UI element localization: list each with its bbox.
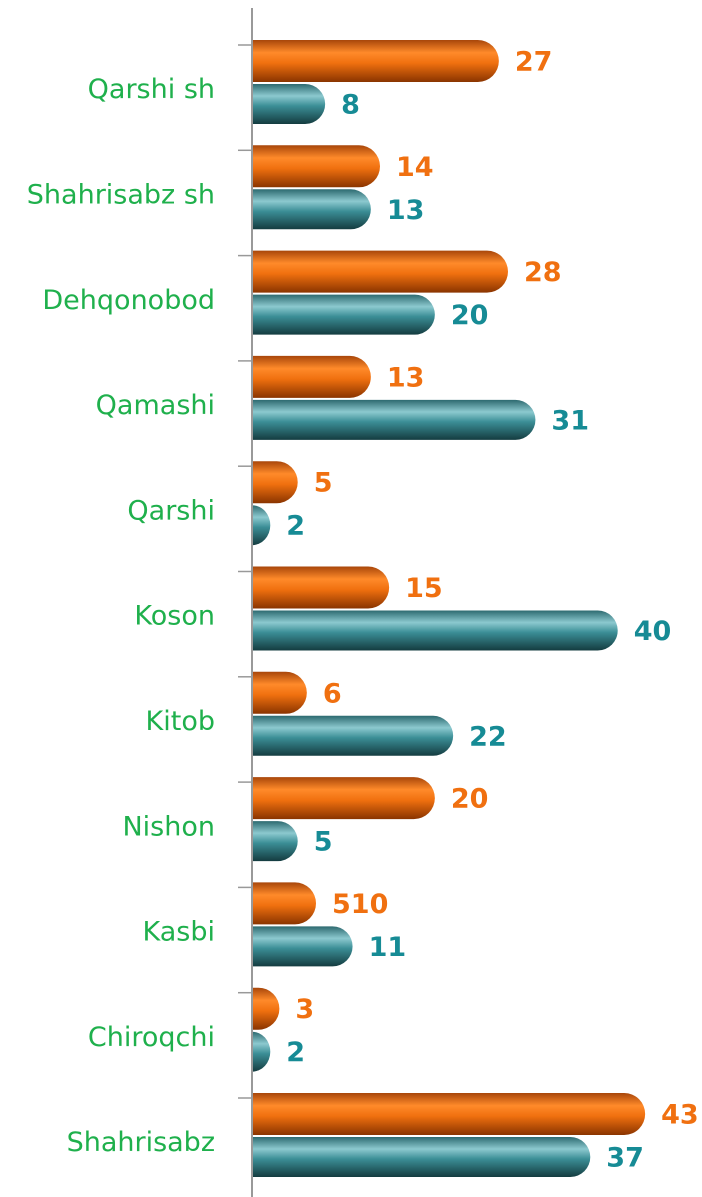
data-label: 13 [387,195,425,226]
bar [252,1137,591,1177]
bar [252,610,618,651]
bar [252,1093,646,1135]
category-label: Kitob [146,706,215,737]
bar [252,40,499,82]
bar [252,566,390,609]
bar [252,505,271,546]
category-label: Qarshi sh [88,74,215,105]
data-label: 43 [661,1100,699,1131]
data-label: 40 [634,616,672,647]
data-label: 37 [606,1143,644,1174]
data-label: 5 [314,468,333,499]
bar [252,250,509,293]
bar [252,84,326,124]
bar [252,926,353,967]
data-label: 31 [551,405,589,436]
data-label: 5 [314,827,333,858]
category-label: Koson [134,601,215,632]
category-label: Dehqonobod [42,285,215,316]
bar [252,821,298,862]
bar [252,294,435,335]
bar [252,671,307,714]
data-label: 11 [369,932,407,963]
data-label: 2 [286,1037,305,1068]
data-label: 14 [396,152,434,183]
data-label: 8 [341,90,360,121]
category-label: Qamashi [96,390,215,421]
bar [252,189,371,230]
annotation: 510 [332,889,388,920]
data-label: 3 [295,994,314,1025]
bar [252,355,371,398]
data-label: 20 [451,300,489,331]
bar [252,1031,271,1072]
bar [252,715,454,756]
bar [252,461,298,504]
category-label: Shahrisabz sh [27,179,215,210]
data-label: 22 [469,721,507,752]
data-label: 20 [451,784,489,815]
category-label: Chiroqchi [88,1022,215,1053]
bar [252,145,380,188]
category-label: Nishon [122,811,215,842]
bar [252,882,316,925]
category-label: Qarshi [127,495,215,526]
data-label: 27 [515,47,553,78]
category-label: Shahrisabz [67,1127,215,1158]
data-label: 6 [323,678,342,709]
data-label: 28 [524,257,562,288]
category-label: Kasbi [143,917,215,948]
bar [252,777,435,820]
data-label: 15 [405,573,443,604]
bar [252,399,536,440]
bar [252,987,280,1030]
data-label: 2 [286,511,305,542]
data-label: 13 [387,362,425,393]
